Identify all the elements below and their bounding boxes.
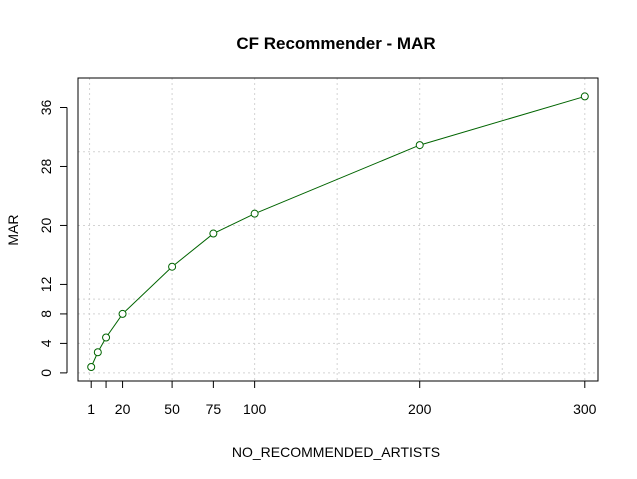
y-tick-label: 12 bbox=[38, 276, 54, 292]
y-tick-label: 4 bbox=[38, 339, 54, 347]
y-axis: 0 4 8 12 20 28 36 bbox=[38, 99, 68, 377]
y-tick-label: 8 bbox=[38, 310, 54, 318]
data-point-marker bbox=[415, 141, 424, 150]
y-tick-label: 28 bbox=[38, 158, 54, 174]
x-tick-label: 100 bbox=[243, 401, 267, 417]
x-tick-label: 75 bbox=[206, 401, 222, 417]
data-point-marker bbox=[209, 229, 218, 238]
x-tick-label: 1 bbox=[87, 401, 95, 417]
x-tick-label: 50 bbox=[164, 401, 180, 417]
y-tick-label: 0 bbox=[38, 369, 54, 377]
x-tick-label: 20 bbox=[115, 401, 131, 417]
y-tick-label: 20 bbox=[38, 217, 54, 233]
series-layer bbox=[87, 92, 589, 371]
data-point-marker bbox=[118, 309, 127, 318]
data-point-marker bbox=[168, 262, 177, 271]
data-point-marker bbox=[102, 333, 111, 342]
x-axis-label: NO_RECOMMENDED_ARTISTS bbox=[232, 444, 440, 460]
series-line bbox=[90, 95, 585, 368]
chart-title: CF Recommender - MAR bbox=[236, 34, 435, 53]
x-tick-label: 300 bbox=[573, 401, 597, 417]
x-axis: 1 20 50 75 100 200 300 bbox=[87, 380, 597, 417]
data-point-marker bbox=[87, 362, 96, 371]
y-axis-label: MAR bbox=[5, 214, 21, 245]
plot-frame bbox=[77, 77, 599, 382]
data-point-marker bbox=[250, 209, 259, 218]
grid-lines bbox=[78, 77, 598, 381]
data-point-marker bbox=[93, 348, 102, 357]
data-point-marker bbox=[580, 92, 589, 101]
y-tick-label: 36 bbox=[38, 99, 54, 115]
x-tick-label: 200 bbox=[408, 401, 432, 417]
